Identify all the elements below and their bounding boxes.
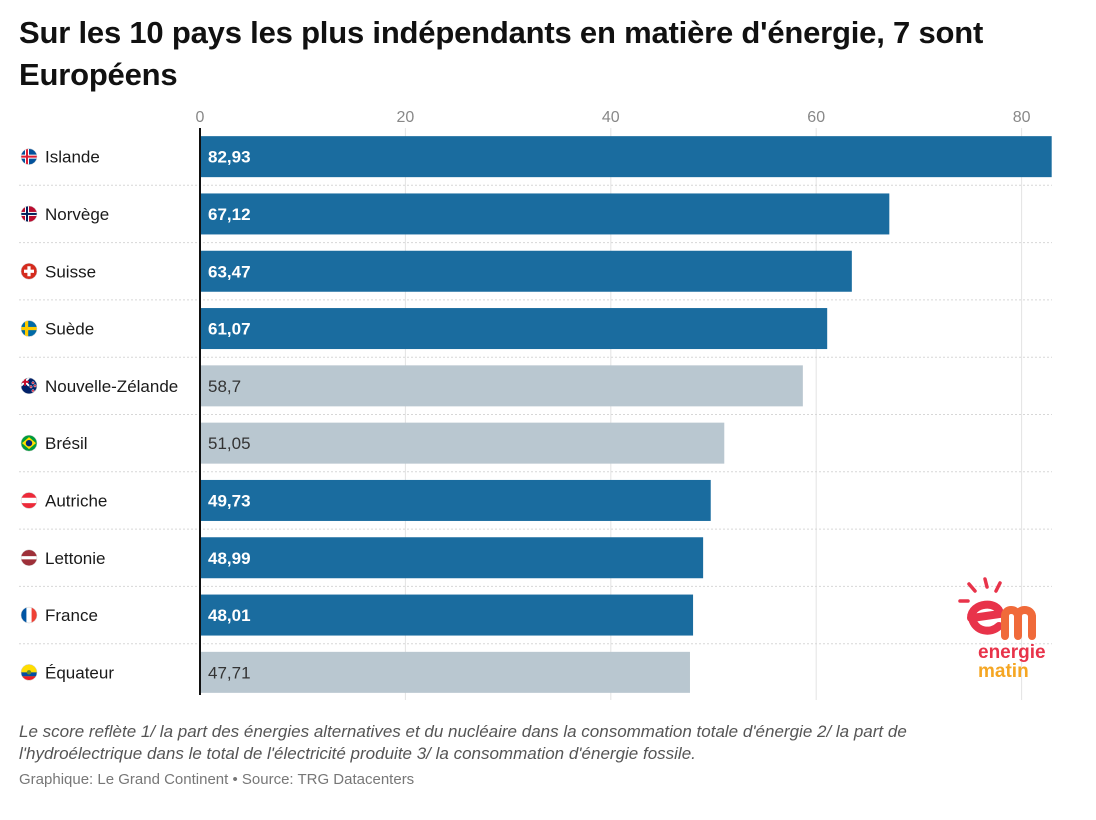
value-label: 63,47 (208, 262, 251, 281)
sweden-flag-icon (20, 320, 38, 337)
bar (200, 479, 711, 521)
bar-row-5: Nouvelle-Zélande 58,7 (19, 365, 1052, 415)
bar (200, 308, 828, 350)
category-label: Brésil (45, 434, 88, 453)
value-label: 58,7 (208, 377, 241, 396)
brazil-flag-icon (20, 434, 38, 452)
x-tick-label: 20 (397, 109, 415, 126)
chart-source: Graphique: Le Grand Continent • Source: … (19, 771, 415, 788)
value-label: 51,05 (208, 434, 251, 453)
bar (200, 422, 725, 464)
bar (200, 594, 694, 636)
logo-text-energie: energie (978, 642, 1046, 663)
bar (200, 365, 803, 407)
category-label: France (45, 606, 98, 625)
category-label: Lettonie (45, 549, 106, 568)
bar-rows: Islande 82,93 Norvège 67,12 Suisse 63,47 Suède… (19, 136, 1052, 693)
bar (200, 537, 704, 579)
chart-title: Sur les 10 pays les plus indépendants en… (19, 15, 984, 92)
bar-row-7: Autriche 49,73 (19, 479, 1052, 530)
bar-row-6: Brésil 51,05 (19, 422, 1052, 473)
bar-row-1: Islande 82,93 (19, 136, 1052, 186)
ecuador-flag-icon (20, 664, 38, 681)
switzerland-flag-icon (20, 263, 38, 280)
category-label: Équateur (45, 663, 114, 682)
category-label: Suède (45, 320, 94, 339)
bar (200, 651, 690, 693)
value-label: 48,01 (208, 606, 251, 625)
x-axis-ticks: 0 20 40 60 80 (196, 109, 1031, 126)
france-flag-icon (20, 606, 38, 624)
latvia-flag-icon (20, 549, 38, 566)
austria-flag-icon (20, 492, 38, 509)
bar (200, 193, 890, 235)
bar (200, 250, 852, 292)
bar-row-3: Suisse 63,47 (19, 250, 1052, 301)
category-label: Islande (45, 148, 100, 167)
value-label: 47,71 (208, 663, 251, 682)
x-tick-label: 80 (1013, 109, 1031, 126)
value-label: 61,07 (208, 320, 251, 339)
x-tick-label: 60 (807, 109, 825, 126)
category-label: Norvège (45, 205, 109, 224)
bar-row-9: France 48,01 (19, 594, 1052, 645)
bar-row-8: Lettonie 48,99 (19, 537, 1052, 587)
bar-row-2: Norvège 67,12 (19, 193, 1052, 244)
value-label: 67,12 (208, 205, 251, 224)
logo-text-matin: matin (978, 661, 1029, 682)
x-tick-label: 40 (602, 109, 620, 126)
iceland-flag-icon (20, 148, 38, 165)
value-label: 49,73 (208, 491, 251, 510)
category-label: Suisse (45, 262, 96, 281)
category-label: Autriche (45, 491, 107, 510)
bar-row-4: Suède 61,07 (19, 308, 1052, 358)
bar (200, 136, 1052, 178)
value-label: 48,99 (208, 549, 251, 568)
chart-note: Le score reflète 1/ la part des énergies… (19, 722, 907, 763)
value-label: 82,93 (208, 148, 251, 167)
bar-chart: 0 20 40 60 80 Islande 82,93 Norvège 67,12 Suisse… (19, 109, 1052, 700)
new-zealand-flag-icon (20, 377, 38, 395)
norway-flag-icon (20, 205, 38, 223)
energie-matin-logo-icon (958, 577, 1036, 640)
bar-row-10: Équateur 47,71 (20, 651, 690, 693)
x-tick-label: 0 (196, 109, 205, 126)
category-label: Nouvelle-Zélande (45, 377, 178, 396)
